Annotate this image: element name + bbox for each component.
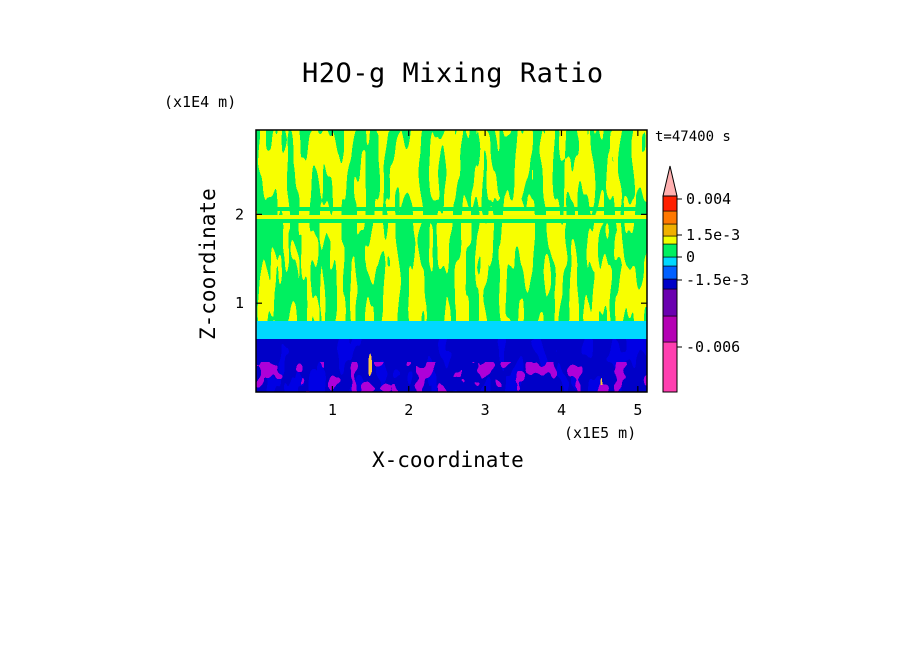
colorbar-segment: [662, 195, 678, 212]
field-band-2: [256, 215, 647, 219]
x-tick-label: 2: [404, 401, 413, 419]
colorbar-frame: [662, 195, 678, 393]
y-tick-label: 1: [235, 294, 244, 312]
contour-field: [256, 130, 647, 392]
colorbar-segment: [662, 278, 678, 290]
x-axis-label: X-coordinate: [372, 448, 524, 472]
colorbar-segment: [662, 315, 678, 343]
colorbar-segment: [662, 288, 678, 317]
chart-title: H2O-g Mixing Ratio: [302, 58, 604, 89]
time-label: t=47400 s: [655, 129, 731, 145]
colorbar-label: 1.5e-3: [686, 226, 740, 244]
x-tick-label: 1: [328, 401, 337, 419]
colorbar-label: 0: [686, 248, 695, 266]
colorbar-segment: [662, 223, 678, 237]
colorbar-segment: [662, 341, 678, 393]
z-scale-label: (x1E4 m): [164, 93, 237, 111]
plot-frame: [255, 129, 648, 393]
colorbar-segment: [662, 243, 678, 258]
colorbar-label: -1.5e-3: [686, 271, 749, 289]
field-band-3: [256, 219, 647, 223]
colorbar-segment: [662, 235, 678, 245]
colorbar-segment: [662, 265, 678, 280]
colorbar-label: -0.006: [686, 338, 740, 356]
y-tick-label: 2: [235, 205, 244, 223]
colorbar-segment: [662, 256, 678, 267]
field-band-1: [256, 207, 647, 211]
field-orange-plumes: [256, 300, 647, 385]
x-tick-label: 3: [481, 401, 490, 419]
x-tick-label: 5: [633, 401, 642, 419]
field-yellow-regions: [256, 130, 647, 330]
x-tick-label: 4: [557, 401, 566, 419]
x-scale-label: (x1E5 m): [564, 424, 637, 442]
colorbar-label: 0.004: [686, 190, 731, 208]
colorbar-max-arrow: [662, 165, 678, 197]
colorbar-segment: [662, 210, 678, 225]
